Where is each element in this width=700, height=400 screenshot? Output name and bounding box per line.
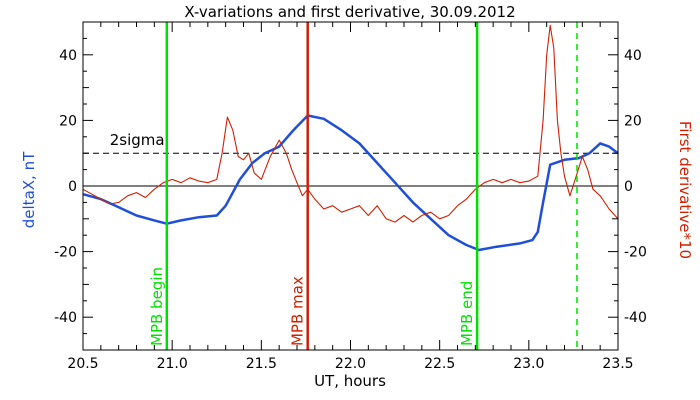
marker-label-1: MPB begin: [148, 267, 166, 346]
y-tick-label-left: -40: [54, 310, 77, 326]
plot-area: 2sigma MPB begin MPB max MPB end 20.5 21.0 21.…: [54, 21, 647, 372]
y-tick-label-right: 0: [624, 179, 633, 195]
x-axis-label: UT, hours: [314, 372, 386, 390]
x-tick-label: 21.0: [157, 356, 188, 372]
y-axis-left-label: deltaX, nT: [20, 151, 38, 228]
y-tick-label-right: 20: [624, 113, 642, 129]
y-tick-label-left: -20: [54, 245, 77, 261]
derivative-series-line: [82, 24, 619, 223]
y-tick-label-left: 0: [68, 179, 77, 195]
x-tick-label: 22.5: [424, 356, 455, 372]
y-tick-label-right: -20: [624, 245, 647, 261]
chart-title: X-variations and first derivative, 30.09…: [184, 3, 515, 21]
x-tick-label: 20.5: [67, 356, 98, 372]
x-tick-label: 22.0: [335, 356, 366, 372]
y-tick-label-left: 40: [59, 48, 77, 64]
threshold-label: 2sigma: [110, 131, 165, 149]
y-tick-label-right: 40: [624, 48, 642, 64]
marker-label-2: MPB max: [289, 276, 307, 346]
y-tick-label-left: 20: [59, 113, 77, 129]
y-tick-label-right: -40: [624, 310, 647, 326]
marker-label-3: MPB end: [458, 281, 476, 346]
y-axis-right-label: First derivative*10: [676, 121, 694, 259]
x-tick-label: 23.5: [602, 356, 633, 372]
x-tick-label: 21.5: [246, 356, 277, 372]
x-tick-label: 23.0: [513, 356, 544, 372]
deltax-series-line: [82, 114, 619, 252]
